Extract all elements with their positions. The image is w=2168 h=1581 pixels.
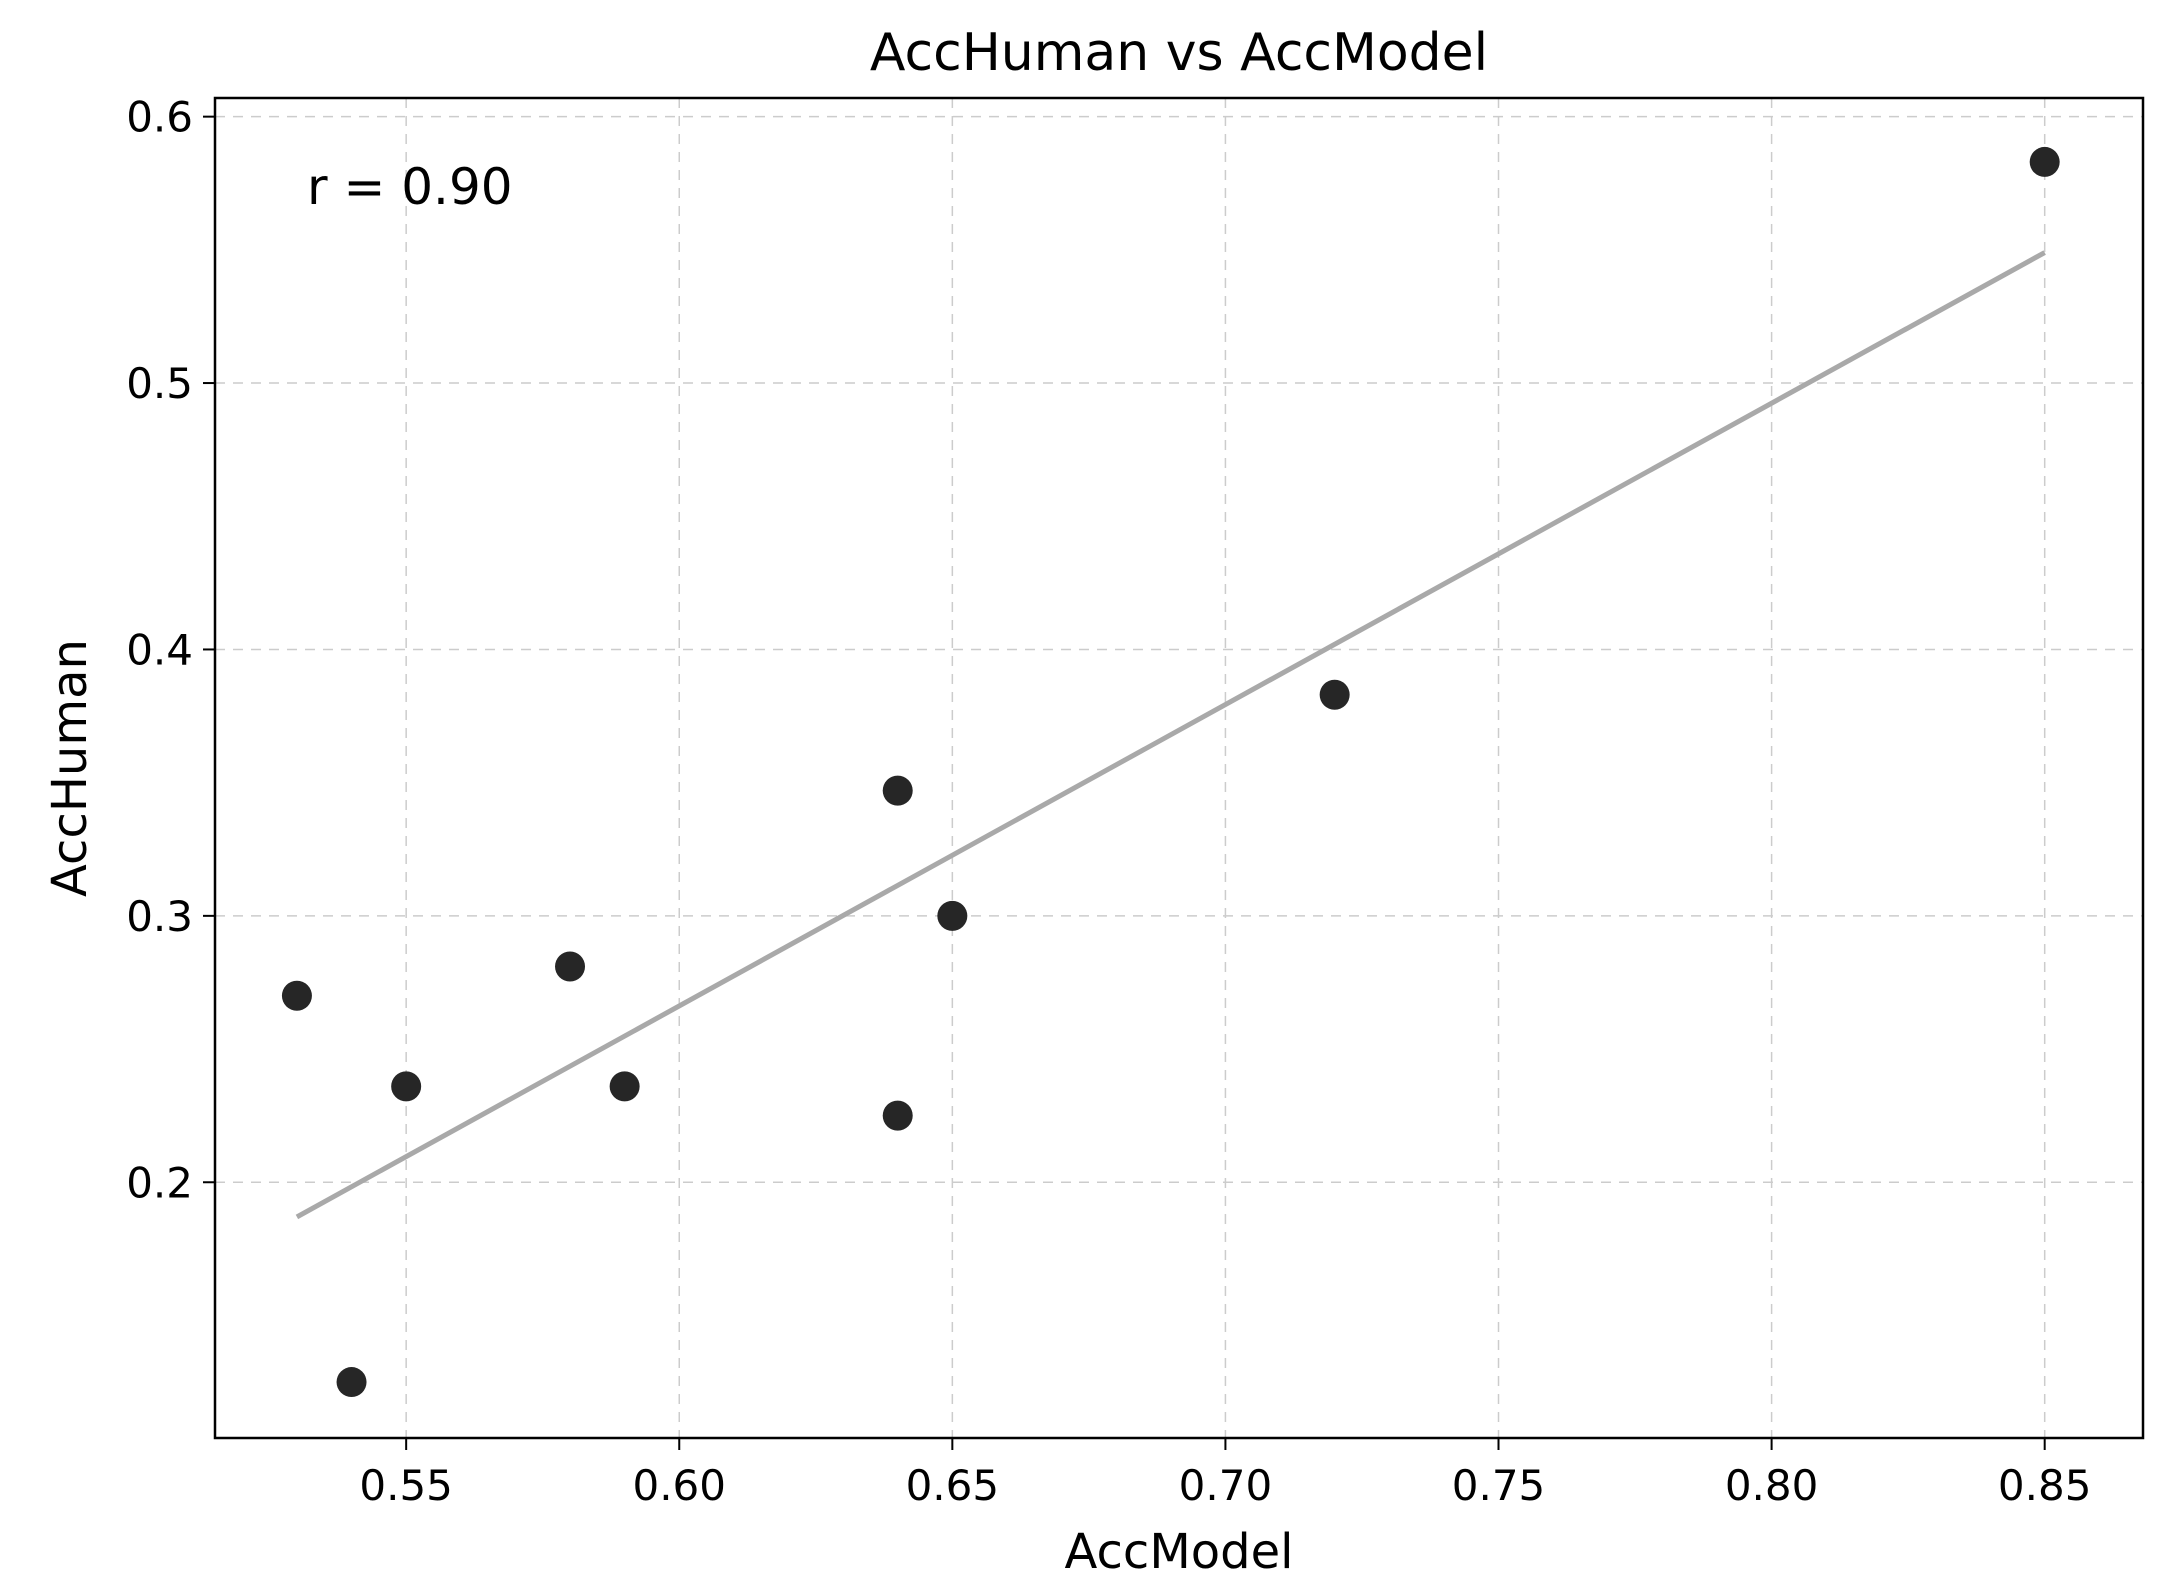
x-tick-label: 0.70	[1179, 1461, 1273, 1510]
y-tick-label: 0.3	[126, 892, 193, 941]
data-point	[882, 775, 913, 806]
data-point	[1319, 679, 1350, 710]
trend-line-layer	[295, 250, 2046, 1220]
grid-lines	[215, 98, 2143, 1438]
x-ticks: 0.55 0.60 0.65 0.70 0.75 0.80 0.85	[359, 1438, 2091, 1510]
y-tick-label: 0.4	[126, 625, 193, 674]
data-point	[336, 1367, 367, 1398]
data-point	[391, 1071, 422, 1102]
data-point	[609, 1071, 640, 1102]
data-point	[2029, 146, 2060, 177]
y-tick-label: 0.2	[126, 1158, 193, 1207]
data-points	[281, 146, 2060, 1398]
x-tick-label: 0.60	[632, 1461, 726, 1510]
trend-line	[295, 250, 2046, 1220]
x-tick-label: 0.65	[906, 1461, 1000, 1510]
data-point	[555, 951, 586, 982]
y-ticks: 0.2 0.3 0.4 0.5 0.6	[126, 93, 215, 1207]
x-axis-label: AccModel	[1065, 1524, 1294, 1580]
y-tick-label: 0.6	[126, 93, 193, 142]
data-point	[882, 1100, 913, 1131]
x-tick-label: 0.55	[359, 1461, 453, 1510]
correlation-annotation: r = 0.90	[307, 158, 513, 216]
x-tick-label: 0.80	[1725, 1461, 1819, 1510]
plot-frame	[213, 96, 2145, 1440]
y-tick-label: 0.5	[126, 359, 193, 408]
chart-title: AccHuman vs AccModel	[870, 23, 1488, 83]
data-point	[281, 980, 312, 1011]
x-tick-label: 0.75	[1452, 1461, 1546, 1510]
data-point	[937, 900, 968, 931]
y-axis-label: AccHuman	[42, 639, 98, 897]
x-tick-label: 0.85	[1998, 1461, 2092, 1510]
